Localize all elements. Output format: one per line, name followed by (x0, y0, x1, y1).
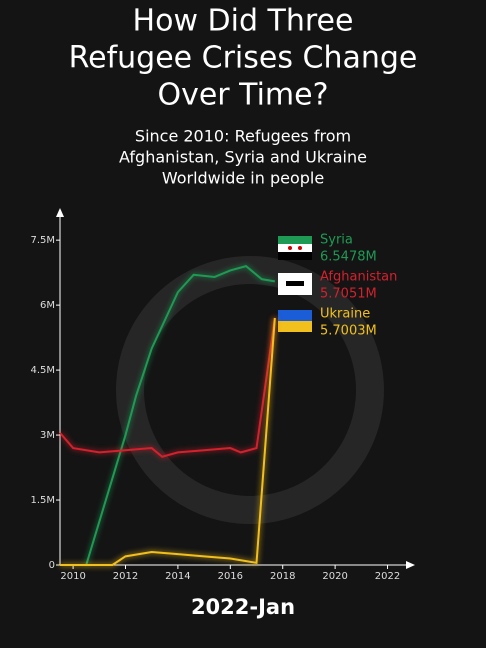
series-line (60, 318, 276, 566)
y-arrow (56, 208, 64, 217)
chart-subtitle: Worldwide in people (162, 169, 324, 188)
x-tick-label: 2012 (113, 571, 138, 582)
x-tick-label: 2014 (165, 571, 190, 582)
chart-subtitle: Since 2010: Refugees from (135, 127, 351, 146)
chart-title: How Did Three (133, 4, 354, 39)
flag-ukraine (278, 310, 312, 332)
chart-title: Over Time? (157, 78, 328, 113)
value-label: 6.5478M (320, 250, 377, 265)
chart-subtitle: Afghanistan, Syria and Ukraine (119, 148, 367, 167)
x-arrow (406, 561, 415, 569)
x-tick-label: 2022 (375, 571, 400, 582)
value-label: 5.7003M (320, 324, 377, 339)
legend-label: Afghanistan (320, 270, 397, 285)
x-tick-label: 2018 (270, 571, 295, 582)
chart-title: Refugee Crises Change (69, 41, 418, 76)
y-tick-label: 4.5M (30, 365, 55, 376)
flag-afghanistan (278, 273, 312, 295)
y-tick-label: 1.5M (30, 495, 55, 506)
series-line (59, 317, 276, 458)
y-tick-label: 3M (40, 430, 55, 441)
x-tick-label: 2020 (322, 571, 347, 582)
value-label: 5.7051M (320, 287, 377, 302)
y-tick-label: 6M (40, 300, 55, 311)
y-tick-label: 0 (49, 560, 55, 571)
x-tick-label: 2010 (60, 571, 85, 582)
date-label: 2022-Jan (191, 595, 295, 619)
series-line (85, 265, 276, 566)
y-tick-label: 7.5M (30, 235, 55, 246)
x-tick-label: 2016 (218, 571, 243, 582)
legend-label: Syria (320, 233, 353, 248)
legend-label: Ukraine (320, 307, 370, 322)
flag-syria (278, 236, 312, 260)
